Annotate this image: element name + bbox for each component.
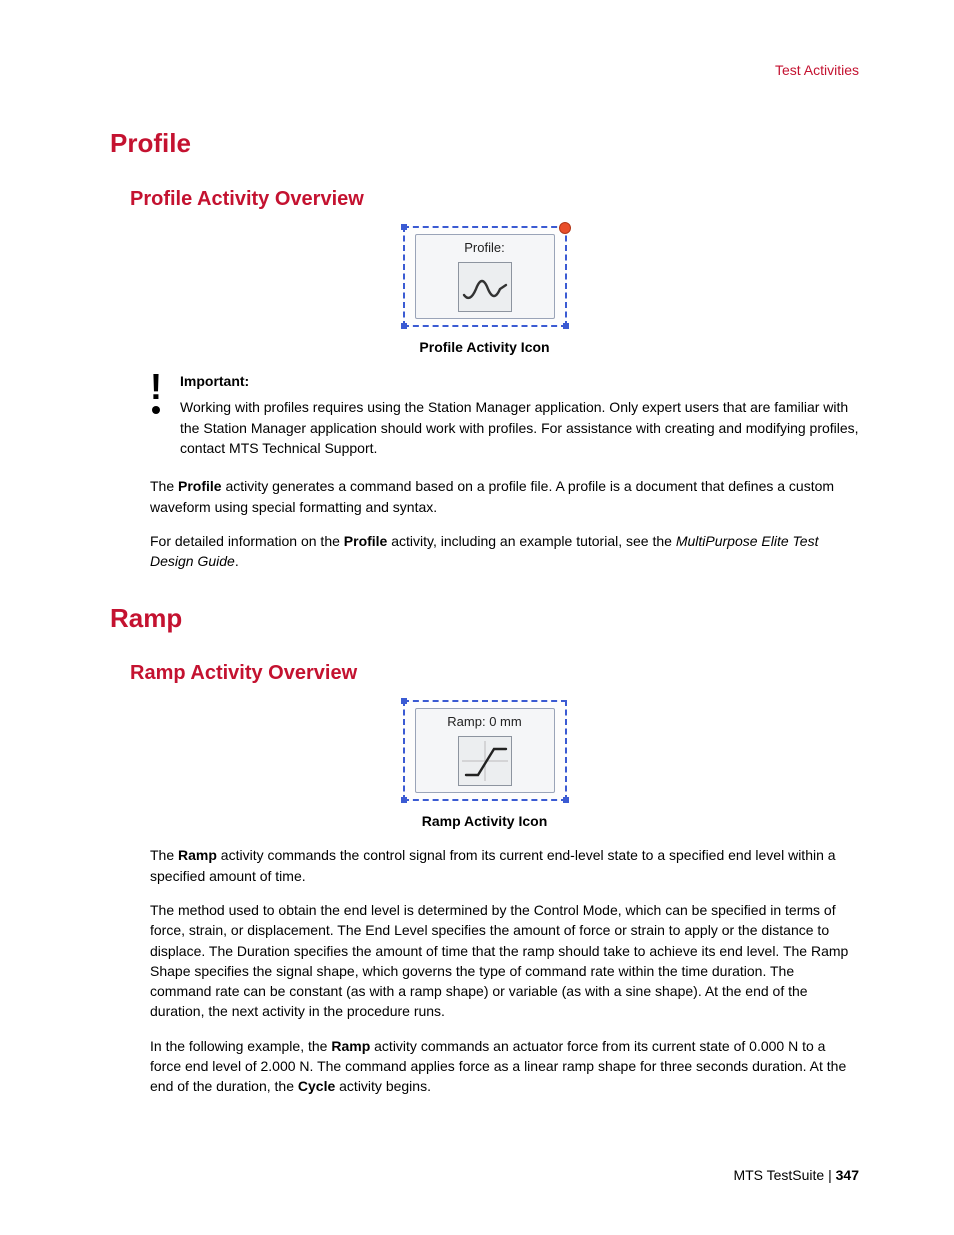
close-icon bbox=[559, 222, 571, 234]
resize-handle-icon bbox=[401, 224, 407, 230]
header-section-label: Test Activities bbox=[110, 60, 859, 80]
important-label: Important: bbox=[180, 371, 859, 391]
waveform-icon bbox=[458, 262, 512, 312]
resize-handle-icon bbox=[401, 797, 407, 803]
profile-activity-icon: Profile: bbox=[403, 226, 567, 327]
resize-handle-icon bbox=[401, 323, 407, 329]
ramp-paragraph-3: In the following example, the Ramp activ… bbox=[150, 1036, 859, 1097]
footer-page-number: 347 bbox=[836, 1167, 859, 1183]
profile-icon-label: Profile: bbox=[422, 239, 548, 258]
resize-handle-icon bbox=[401, 698, 407, 704]
resize-handle-icon bbox=[563, 797, 569, 803]
ramp-shape-icon bbox=[458, 736, 512, 786]
ramp-panel: Ramp: 0 mm bbox=[415, 708, 555, 793]
resize-handle-icon bbox=[563, 323, 569, 329]
ramp-subheading: Ramp Activity Overview bbox=[130, 659, 859, 688]
profile-subheading: Profile Activity Overview bbox=[130, 185, 859, 214]
important-icon: ! bbox=[150, 373, 162, 460]
ramp-activity-icon: Ramp: 0 mm bbox=[403, 700, 567, 801]
ramp-paragraph-1: The Ramp activity commands the control s… bbox=[150, 845, 859, 886]
ramp-icon-figure: Ramp: 0 mm Ramp Activity Icon bbox=[110, 700, 859, 831]
profile-icon-caption: Profile Activity Icon bbox=[110, 337, 859, 357]
profile-paragraph-1: The Profile activity generates a command… bbox=[150, 476, 859, 517]
ramp-icon-label: Ramp: 0 mm bbox=[422, 713, 548, 732]
profile-paragraph-2: For detailed information on the Profile … bbox=[150, 531, 859, 572]
page-footer: MTS TestSuite | 347 bbox=[733, 1165, 859, 1185]
ramp-icon-caption: Ramp Activity Icon bbox=[110, 811, 859, 831]
footer-product: MTS TestSuite bbox=[733, 1167, 824, 1183]
profile-heading: Profile bbox=[110, 125, 859, 163]
profile-icon-figure: Profile: Profile Activity Icon bbox=[110, 226, 859, 357]
important-callout: ! Important: Working with profiles requi… bbox=[150, 371, 859, 458]
profile-panel: Profile: bbox=[415, 234, 555, 319]
important-text: Working with profiles requires using the… bbox=[180, 397, 859, 458]
ramp-heading: Ramp bbox=[110, 600, 859, 638]
ramp-paragraph-2: The method used to obtain the end level … bbox=[150, 900, 859, 1022]
